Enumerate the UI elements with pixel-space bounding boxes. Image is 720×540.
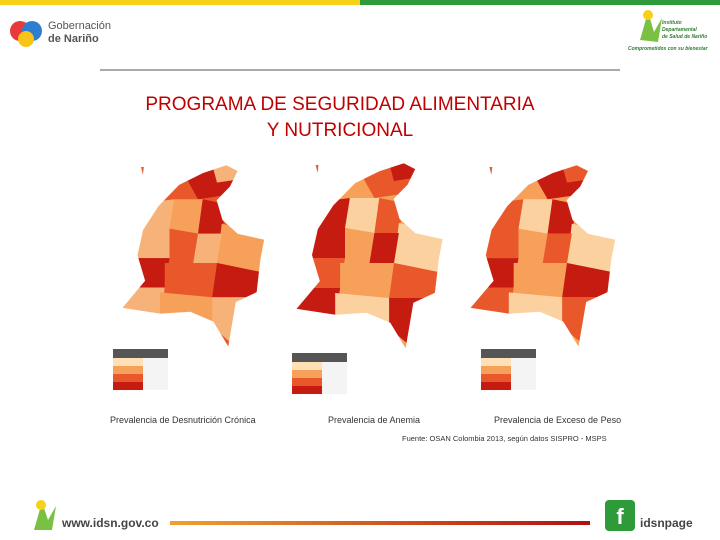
logo-text: Comprometidos con su bienestar [628,46,709,52]
facebook-icon[interactable] [605,500,635,531]
map-caption: Prevalencia de Exceso de Peso [494,415,621,425]
logo-text: Gobernación [48,20,111,32]
footer-social[interactable]: idsnpage [640,516,693,530]
map-chronic-malnutrition [122,165,274,351]
footer-logo [34,500,56,530]
map-legend [292,353,347,394]
footer-line [170,521,590,525]
source: Fuente: OSAN Colombia 2013, según datos … [402,434,607,443]
facebook-glyph: f [616,504,624,529]
logo-text: de Nariño [48,33,99,45]
title: Y NUTRICIONAL [267,120,413,141]
map-caption: Prevalencia de Desnutrición Crónica [110,415,256,425]
map-legend [481,349,536,390]
logo-text: de Salud de Nariño [662,34,707,40]
right-logo: Instituto Departamental de Salud de Nari… [628,10,709,52]
map-overweight [470,165,625,351]
map-caption: Prevalencia de Anemia [328,415,420,425]
top-bar-green [360,0,720,5]
footer-url[interactable]: www.idsn.gov.co [61,516,159,530]
map-legend [113,349,168,390]
title: PROGRAMA DE SEGURIDAD ALIMENTARIA [145,94,535,115]
logo-text: Departamental [662,27,697,33]
left-logo: Gobernación de Nariño [10,20,111,47]
logo-text: Instituto [662,20,682,26]
top-bar-yellow [0,0,360,5]
map-anemia [296,163,453,353]
